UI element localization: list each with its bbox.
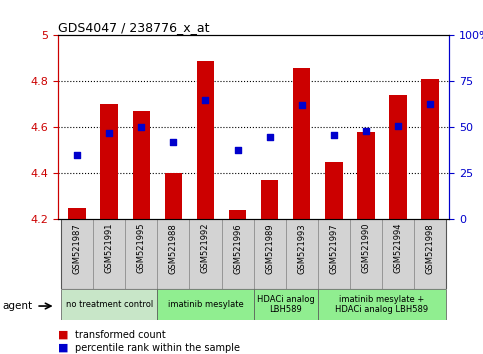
Text: GDS4047 / 238776_x_at: GDS4047 / 238776_x_at (58, 21, 210, 34)
Bar (93, 219, 125, 289)
Bar (318, 289, 446, 320)
Bar (61, 289, 157, 320)
Bar (197, 61, 214, 219)
Point (138, 125, 145, 130)
Text: HDACi analog
LBH589: HDACi analog LBH589 (257, 295, 314, 314)
Bar (157, 289, 254, 320)
Bar (125, 219, 157, 289)
Text: transformed count: transformed count (75, 330, 166, 339)
Point (105, 130, 113, 136)
Bar (389, 95, 407, 219)
Bar (229, 210, 246, 219)
Bar (254, 289, 318, 320)
Text: ■: ■ (58, 343, 69, 353)
Point (362, 128, 369, 134)
Point (234, 147, 242, 152)
Text: no treatment control: no treatment control (66, 300, 153, 309)
Bar (325, 162, 342, 219)
Text: GSM521994: GSM521994 (393, 223, 402, 273)
Point (201, 97, 209, 103)
Text: GSM521991: GSM521991 (105, 223, 114, 273)
Bar (318, 219, 350, 289)
Text: GSM521987: GSM521987 (73, 223, 82, 274)
Text: GSM521998: GSM521998 (426, 223, 434, 274)
Bar (285, 219, 318, 289)
Bar (350, 219, 382, 289)
Bar (157, 219, 189, 289)
Bar (421, 79, 439, 219)
Text: GSM521988: GSM521988 (169, 223, 178, 274)
Bar (100, 104, 118, 219)
Point (330, 132, 338, 138)
Point (426, 101, 434, 106)
Text: GSM521995: GSM521995 (137, 223, 146, 273)
Bar (69, 208, 86, 219)
Bar (189, 219, 222, 289)
Text: GSM521996: GSM521996 (233, 223, 242, 274)
Bar (382, 219, 414, 289)
Text: GSM521992: GSM521992 (201, 223, 210, 273)
Text: percentile rank within the sample: percentile rank within the sample (75, 343, 240, 353)
Text: GSM521997: GSM521997 (329, 223, 338, 274)
Bar (293, 68, 311, 219)
Point (73, 152, 81, 158)
Text: GSM521993: GSM521993 (297, 223, 306, 274)
Bar (132, 111, 150, 219)
Text: GSM521989: GSM521989 (265, 223, 274, 274)
Point (266, 134, 273, 139)
Point (170, 139, 177, 145)
Text: agent: agent (2, 301, 32, 311)
Text: imatinib mesylate: imatinib mesylate (168, 300, 243, 309)
Text: imatinib mesylate +
HDACi analog LBH589: imatinib mesylate + HDACi analog LBH589 (335, 295, 428, 314)
Bar (61, 219, 93, 289)
Point (394, 123, 402, 129)
Bar (414, 219, 446, 289)
Point (298, 103, 306, 108)
Text: GSM521990: GSM521990 (361, 223, 370, 273)
Bar (261, 180, 278, 219)
Text: ■: ■ (58, 330, 69, 339)
Bar (357, 132, 375, 219)
Bar (165, 173, 182, 219)
Bar (254, 219, 285, 289)
Bar (222, 219, 254, 289)
